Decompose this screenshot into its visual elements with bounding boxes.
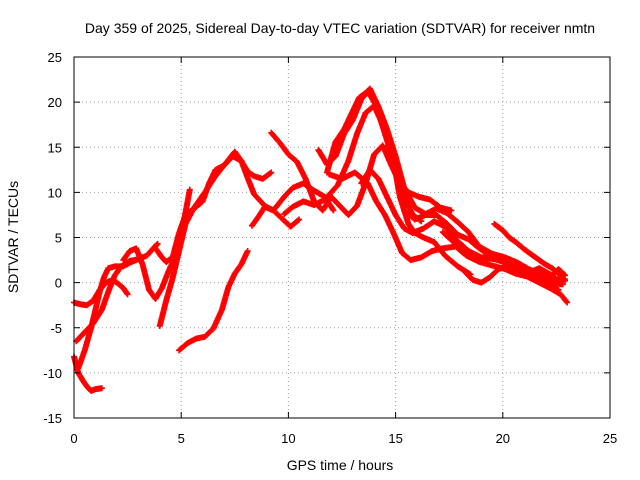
data-point (268, 169, 275, 176)
series-arc-17 (439, 229, 571, 306)
series-arc-16 (401, 207, 568, 286)
series-arc-13 (315, 85, 564, 284)
series-arc-6 (152, 153, 275, 265)
data-point (448, 207, 455, 214)
data-point (98, 385, 105, 392)
data-point (561, 276, 568, 283)
x-tick-label: 10 (281, 431, 295, 446)
x-axis-label: GPS time / hours (287, 457, 394, 473)
data-point (564, 299, 571, 306)
y-tick-label: 0 (55, 276, 62, 291)
data-point (561, 271, 568, 278)
x-tick-label: 5 (178, 431, 185, 446)
series-arc-3 (75, 254, 146, 372)
series-arc-8 (176, 248, 251, 354)
x-tick-label: 0 (70, 431, 77, 446)
data-point (563, 298, 570, 305)
data-point (296, 216, 303, 223)
data-point (124, 291, 131, 298)
x-tick-label: 25 (603, 431, 617, 446)
data-point (295, 217, 302, 224)
series-arc-4 (73, 240, 161, 345)
y-tick-label: -10 (43, 366, 62, 381)
y-axis-ticks: -15 -10 -5 0 5 10 15 20 25 (43, 50, 610, 426)
y-tick-label: 25 (48, 50, 62, 65)
y-tick-label: 10 (48, 185, 62, 200)
y-tick-label: 20 (48, 95, 62, 110)
data-point (330, 207, 337, 214)
y-tick-label: -15 (43, 411, 62, 426)
y-tick-label: 5 (55, 231, 62, 246)
x-tick-label: 20 (496, 431, 510, 446)
data-series (71, 85, 571, 394)
series-arc-1 (71, 353, 105, 394)
x-tick-label: 15 (388, 431, 402, 446)
series-arc-5 (120, 186, 193, 302)
chart-title: Day 359 of 2025, Sidereal Day-to-day VTE… (85, 20, 595, 36)
data-point (244, 248, 251, 255)
data-point (561, 272, 568, 279)
y-axis-label: SDTVAR / TECUs (5, 181, 21, 293)
grid-lines (74, 57, 610, 418)
data-point (154, 240, 161, 247)
data-point (186, 186, 193, 193)
series-arc-19 (461, 263, 568, 286)
data-point (561, 277, 568, 284)
y-tick-label: -5 (50, 321, 62, 336)
y-tick-label: 15 (48, 140, 62, 155)
x-axis-ticks: 0 5 10 15 20 25 (70, 57, 617, 446)
